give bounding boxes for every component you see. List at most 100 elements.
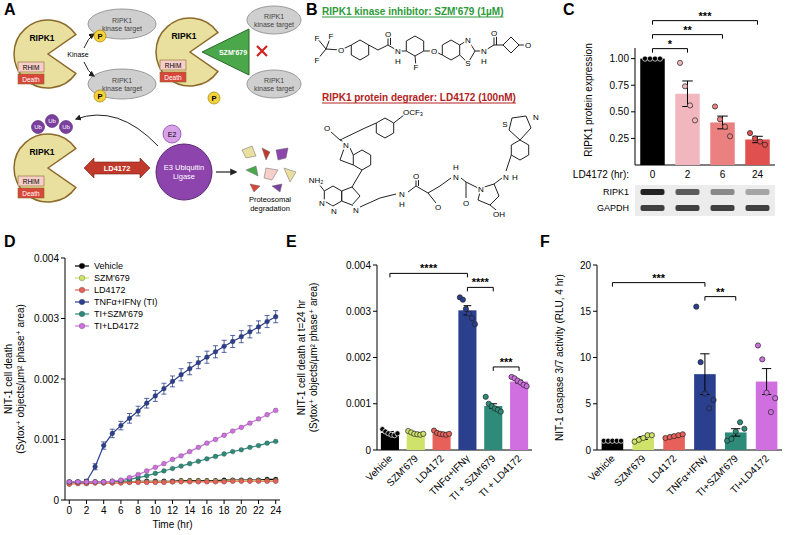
data-point: [136, 409, 141, 414]
target-label: RIPK1kinase target: [254, 13, 294, 29]
mechanism-diagram: RIPK1RHIMDeathRIPK1kinase targetRIPK1kin…: [14, 6, 301, 213]
ubiquitin-label: Ub: [62, 124, 70, 130]
data-point: [196, 479, 201, 484]
data-point: [256, 478, 261, 483]
data-point: [463, 306, 468, 311]
bar-chart: 05101520VehicleSZM'679LD4172TNFα+IFNγTI+…: [554, 260, 782, 499]
data-point: [273, 478, 278, 483]
atom-label: S: [465, 59, 470, 68]
data-point: [144, 469, 149, 474]
data-point: [136, 472, 141, 477]
atom-label: N: [395, 47, 401, 56]
significance-label: ****: [420, 262, 438, 274]
data-point: [248, 478, 253, 483]
e2-label: E2: [168, 131, 177, 138]
data-point: [101, 443, 106, 448]
data-point: [717, 117, 722, 122]
data-point: [222, 479, 227, 484]
data-point: [230, 479, 235, 484]
atom-label: F: [329, 32, 334, 41]
atom-label: H: [399, 200, 405, 209]
x-tick-label: 2: [84, 505, 90, 516]
fragment: [250, 184, 260, 192]
ring: [342, 187, 360, 205]
y-tick-label: 0: [53, 495, 59, 506]
error-bar: [682, 81, 693, 107]
legend-label: TI+LD4172: [94, 321, 139, 331]
atom-label: N: [399, 190, 405, 199]
data-point: [153, 480, 158, 485]
degrader-label: LD4172: [104, 164, 131, 173]
data-point: [205, 456, 210, 461]
y-tick-label: 0.003: [34, 313, 59, 324]
rhim-domain: [18, 176, 44, 186]
y-axis-title: NIT-1 caspase 3/7 activity (RLU, 4 hr): [554, 274, 565, 441]
panel-letter: A: [4, 1, 16, 18]
data-point: [179, 479, 184, 484]
data-point: [144, 401, 149, 406]
atom-label: N: [343, 141, 349, 150]
loading-band: [641, 205, 665, 211]
error-bar: [239, 331, 244, 343]
data-point: [239, 479, 244, 484]
data-point: [222, 344, 227, 349]
data-point: [93, 479, 98, 484]
loading-band: [746, 205, 770, 211]
figure: ABCDEFRIPK1RHIMDeathRIPK1kinase targetRI…: [0, 0, 790, 535]
bond: [416, 186, 428, 193]
data-point: [179, 372, 184, 377]
atom-label: O: [324, 124, 330, 133]
protein-label: RIPK1: [29, 33, 54, 43]
data-point: [84, 479, 89, 484]
data-point: [265, 479, 270, 484]
data-point: [647, 56, 652, 61]
significance-label: **: [683, 24, 692, 36]
y-tick: [631, 85, 635, 86]
x-tick-label: 18: [219, 505, 231, 516]
data-point: [707, 406, 712, 411]
data-point: [153, 394, 158, 399]
bar-chart: 00.0010.0020.0030.004VehicleSZM'679LD417…: [296, 260, 532, 503]
data-point: [652, 56, 657, 61]
y-axis-title: NIT-1 cell death(Sytox⁺ objects/µm² phas…: [3, 304, 26, 454]
bond: [378, 45, 388, 50]
data-point: [162, 479, 167, 484]
blot-band: [641, 189, 665, 195]
bond: [352, 170, 362, 187]
y-tick: [631, 111, 635, 112]
title-underline: [322, 103, 516, 104]
arrow: [84, 34, 94, 48]
atom-label: NH₂: [309, 176, 324, 185]
x-tick-label: TI + LD4172: [477, 452, 524, 499]
y-tick-label: 15: [580, 306, 592, 317]
bond: [380, 194, 396, 198]
data-point: [256, 443, 261, 448]
data-point: [742, 426, 747, 431]
y-tick-label: 0: [585, 445, 591, 456]
ring: [376, 118, 393, 138]
atom-label: O: [525, 41, 531, 50]
data-point: [764, 390, 769, 395]
legend-label: SZM'679: [94, 273, 130, 283]
data-point: [702, 391, 707, 396]
x-tick-label: 22: [253, 505, 265, 516]
atom-label: O: [463, 199, 469, 208]
inhibitor-label: SZM'679: [219, 49, 247, 56]
data-point: [256, 325, 261, 330]
error-bar: [230, 335, 235, 347]
x-tick-label: 6: [118, 505, 124, 516]
loading-band: [676, 205, 700, 211]
error-bar: [731, 429, 740, 436]
data-point: [248, 329, 253, 334]
bond: [494, 45, 503, 46]
data-point: [680, 432, 685, 437]
blot-label: RIPK1: [603, 187, 629, 197]
x-tick: [189, 500, 190, 504]
bond: [466, 182, 478, 188]
data-point: [248, 445, 253, 450]
error-bar: [144, 398, 149, 408]
arrow: [216, 171, 236, 172]
e3-ligase: [156, 144, 212, 200]
phosphate-label: P: [211, 94, 216, 103]
data-point: [196, 479, 201, 484]
